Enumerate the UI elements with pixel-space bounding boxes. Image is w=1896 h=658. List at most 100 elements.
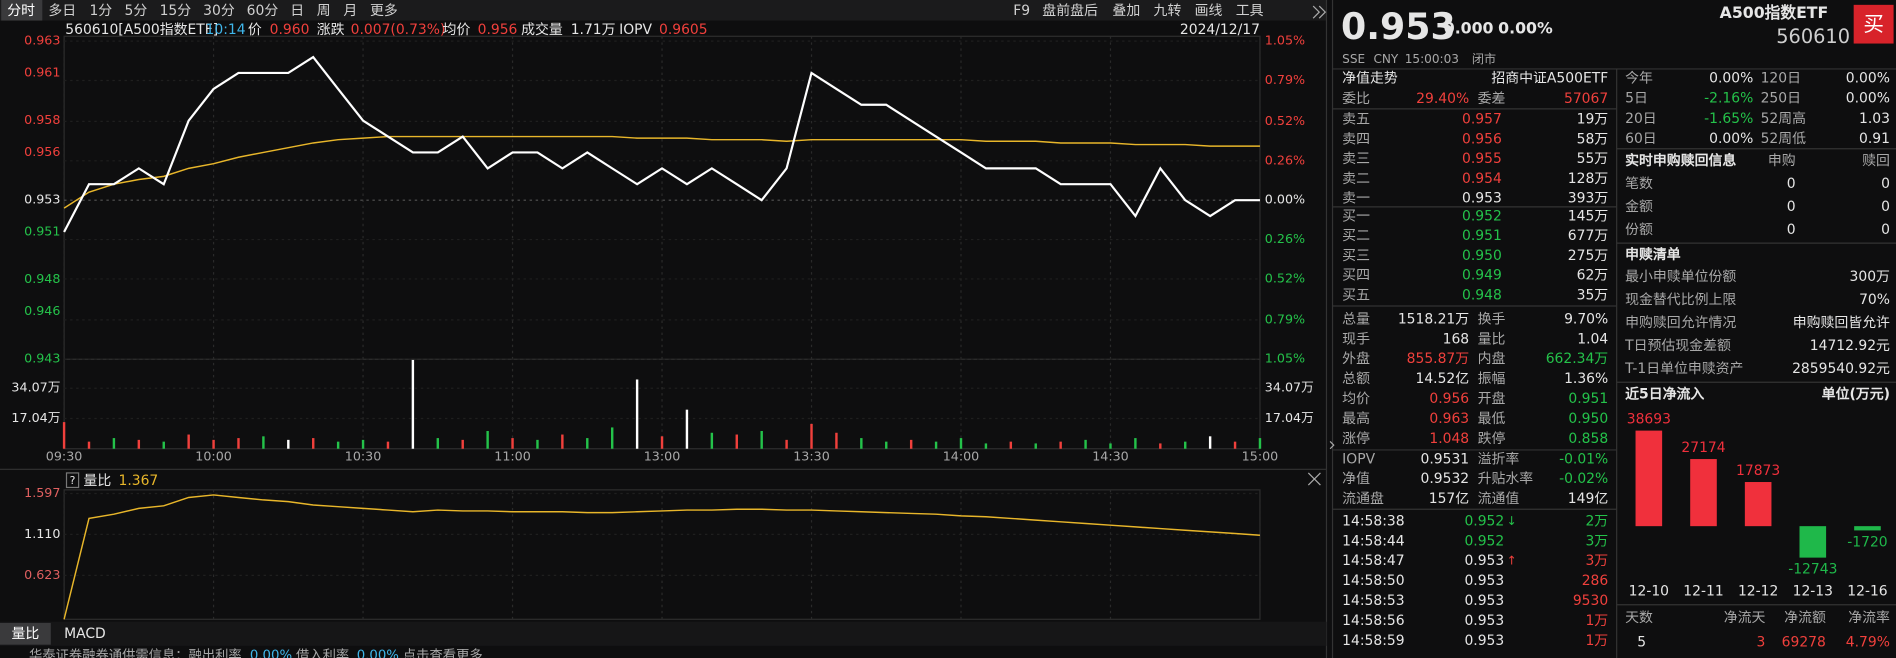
volume-bar xyxy=(885,441,888,449)
field-label: 开盘 xyxy=(1478,390,1506,407)
ratio-title: 量比 xyxy=(83,473,111,489)
footer-text[interactable]: 点击查看更多 xyxy=(403,647,483,658)
volume-bar xyxy=(237,438,240,449)
field-value: 1.048 xyxy=(1429,431,1469,447)
expand-icon[interactable] xyxy=(1312,5,1327,19)
trade-volume: 2万 xyxy=(1585,513,1608,529)
period-tab[interactable]: 分时 xyxy=(7,3,35,19)
field-value: 29.40% xyxy=(1416,91,1469,107)
tool-button[interactable]: 叠加 xyxy=(1112,3,1140,19)
y-tick-label: 34.07万 xyxy=(1265,380,1314,395)
tab[interactable]: 量比 xyxy=(11,626,39,642)
field-label: 量比 xyxy=(1478,331,1506,347)
inflow-bar xyxy=(1744,482,1772,527)
book-volume: 58万 xyxy=(1577,131,1609,147)
field-value: 168 xyxy=(1443,331,1470,347)
value-label: 27174 xyxy=(1681,440,1725,456)
help-icon[interactable]: ? xyxy=(70,474,76,487)
field-value: 申购赎回皆允许 xyxy=(1793,315,1890,331)
period-tab[interactable]: 周 xyxy=(317,3,331,19)
footer-text: 华泰证券融券通供需信息：融出利率 xyxy=(29,647,242,658)
trade-time: 14:58:44 xyxy=(1342,533,1405,549)
field-value: 5 xyxy=(1637,634,1646,650)
book-volume: 393万 xyxy=(1568,191,1609,207)
volume-bar xyxy=(212,439,215,449)
meta: 闭市 xyxy=(1472,51,1496,66)
volume-bar xyxy=(386,441,390,449)
field-value: 0 xyxy=(1787,199,1796,215)
book-price: 0.956 xyxy=(1462,131,1502,147)
volume-bar xyxy=(1258,438,1262,449)
x-tick-label: 12-10 xyxy=(1629,583,1669,599)
volume-bar xyxy=(934,441,938,449)
book-price: 0.952 xyxy=(1462,209,1502,225)
period-tab[interactable]: 1分 xyxy=(89,3,112,19)
collapse-icon[interactable] xyxy=(1329,441,1335,450)
meta: SSE xyxy=(1342,52,1365,66)
field-value: 0.956 xyxy=(1429,391,1469,407)
period-tab[interactable]: 月 xyxy=(343,3,357,19)
period-tab[interactable]: 5分 xyxy=(125,3,148,19)
field-value: 57067 xyxy=(1564,91,1608,107)
book-label: 买五 xyxy=(1342,287,1370,303)
trade-volume: 286 xyxy=(1582,573,1609,589)
volume-bar xyxy=(1159,443,1162,449)
trade-price: 0.953 xyxy=(1464,553,1504,569)
field-value: 4.79% xyxy=(1846,634,1890,650)
y2-tick-label: 0.52% xyxy=(1265,113,1305,128)
tab-selected[interactable] xyxy=(0,622,51,645)
field-value: 855.87万 xyxy=(1407,351,1470,367)
x-tick-label: 12-16 xyxy=(1847,583,1887,599)
period-tab[interactable]: 60分 xyxy=(247,3,279,19)
field-value: 0.00% xyxy=(1846,91,1890,107)
tab-selected[interactable] xyxy=(1,0,43,21)
close-icon[interactable] xyxy=(1307,472,1321,486)
period-tab[interactable]: 30分 xyxy=(203,3,235,19)
book-volume: 275万 xyxy=(1568,248,1609,264)
period-tab[interactable]: 15分 xyxy=(160,3,192,19)
book-price: 0.957 xyxy=(1462,112,1502,128)
info-item: 0.956 xyxy=(478,22,518,38)
ratio-line xyxy=(63,494,1261,620)
book-volume: 677万 xyxy=(1568,228,1609,244)
book-label: 买三 xyxy=(1342,248,1370,264)
volume-bar xyxy=(959,438,963,449)
period-tab[interactable]: 多日 xyxy=(48,2,76,19)
tool-button[interactable]: 工具 xyxy=(1236,3,1264,19)
chart-title: 近5日净流入 xyxy=(1625,385,1704,402)
field-value: 1.03 xyxy=(1859,111,1890,127)
trade-price: 0.953 xyxy=(1464,613,1504,629)
volume-bar xyxy=(1208,436,1212,449)
x-tick-label: 12-12 xyxy=(1738,583,1778,599)
tool-button[interactable]: 九转 xyxy=(1154,3,1182,19)
y-tick-label: 0.953 xyxy=(24,192,60,207)
buy-label[interactable]: 买 xyxy=(1863,12,1884,36)
field-label: 总额 xyxy=(1342,371,1370,387)
tab[interactable]: MACD xyxy=(64,626,106,642)
security-code: 560610 xyxy=(1776,25,1850,48)
trade-volume: 1万 xyxy=(1585,613,1608,629)
buy-button[interactable] xyxy=(1853,4,1894,44)
field-value: 0.91 xyxy=(1859,131,1890,147)
trade-time: 14:58:56 xyxy=(1342,613,1404,629)
field-label: 跌停 xyxy=(1478,430,1506,447)
tool-button[interactable]: F9 xyxy=(1013,3,1030,19)
trade-price: 0.953 xyxy=(1464,593,1504,609)
field-label: 250日 xyxy=(1761,91,1801,107)
tool-button[interactable]: 画线 xyxy=(1195,3,1223,19)
field-label: 均价 xyxy=(1342,391,1370,407)
x-tick-label: 12-13 xyxy=(1793,583,1833,599)
date: 2024/12/17 xyxy=(1180,22,1260,38)
help-box[interactable] xyxy=(65,472,80,489)
field-label: 振幅 xyxy=(1478,371,1506,387)
info-item: 成交量 xyxy=(521,21,563,38)
book-volume: 145万 xyxy=(1568,209,1609,225)
tool-button[interactable]: 盘前盘后 xyxy=(1042,2,1098,19)
volume-bar xyxy=(536,439,539,449)
volume-bar xyxy=(984,443,988,449)
period-tab[interactable]: 更多 xyxy=(370,2,398,19)
period-tab[interactable]: 日 xyxy=(290,3,304,19)
field-value: 0 xyxy=(1787,222,1796,238)
fund-name: 招商中证A500ETF xyxy=(1491,71,1608,87)
x-tick-label: 13:00 xyxy=(644,449,681,464)
